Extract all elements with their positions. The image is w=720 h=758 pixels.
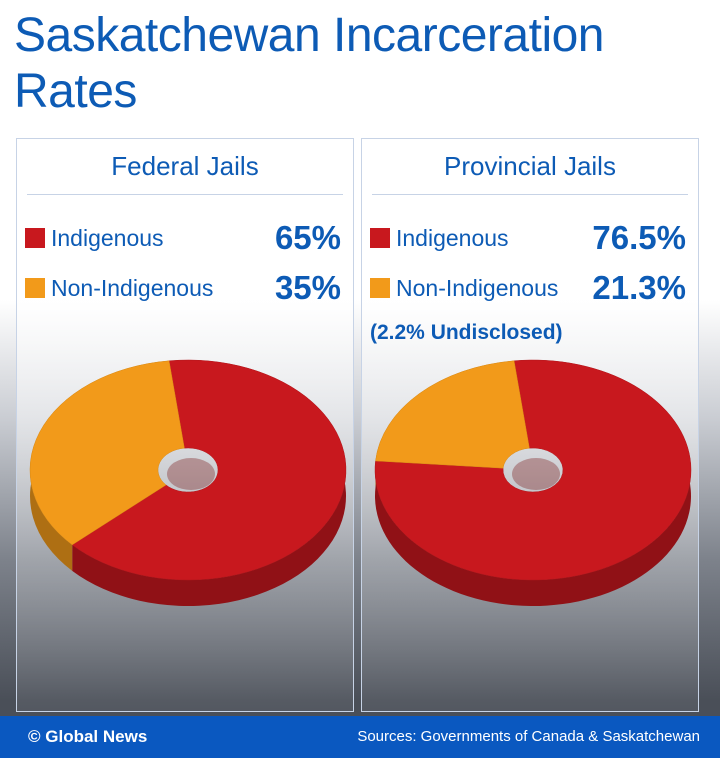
value-label: 35% <box>274 269 341 306</box>
legend-entry: Indigenous 65% <box>25 219 341 256</box>
slice <box>375 360 530 469</box>
legend-label: Indigenous <box>51 224 164 251</box>
slice <box>29 360 185 546</box>
value-label: 21.3% <box>592 269 686 306</box>
slice <box>374 359 692 581</box>
legend-label: Non-Indigenous <box>51 274 214 301</box>
slice <box>71 359 347 581</box>
chart-title: Federal Jails <box>27 151 343 195</box>
legend-swatch <box>370 228 390 248</box>
hole-shadow <box>512 458 560 490</box>
legend-swatch <box>25 228 45 248</box>
footer: © Global News Sources: Governments of Ca… <box>0 716 720 758</box>
slice-side <box>72 360 346 606</box>
legend-entry: Non-Indigenous 35% <box>25 269 341 306</box>
annotation: (2.2% Undisclosed) <box>370 321 563 344</box>
legend-label: Indigenous <box>396 224 509 251</box>
legend-entry: Non-Indigenous 21.3% <box>370 269 686 306</box>
legend-swatch <box>25 278 45 298</box>
pie-area <box>29 359 692 606</box>
legend-entry: Indigenous 76.5% <box>370 219 686 256</box>
page-title: Saskatchewan Incarceration Rates <box>14 9 605 118</box>
source: Sources: Governments of Canada & Saskatc… <box>357 728 700 745</box>
value-label: 76.5% <box>592 219 686 256</box>
legend-label: Non-Indigenous <box>396 274 559 301</box>
chart-title: Provincial Jails <box>372 151 688 195</box>
credit: © Global News <box>28 727 148 746</box>
value-label: 65% <box>274 219 341 256</box>
legend-swatch <box>370 278 390 298</box>
hole-shadow <box>167 458 215 490</box>
